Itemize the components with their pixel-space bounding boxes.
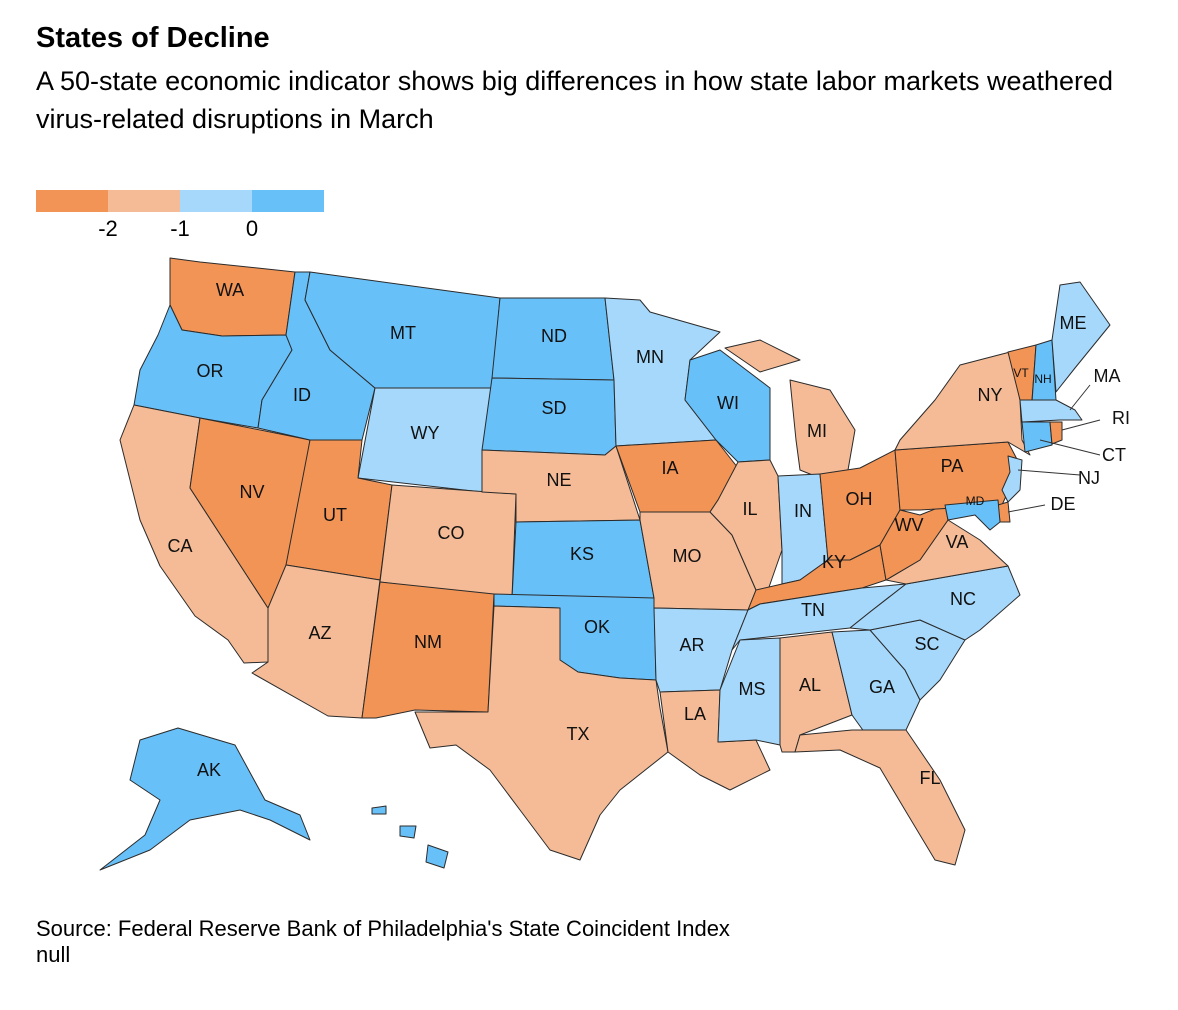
- state-label: VA: [946, 532, 969, 552]
- state-label: NE: [546, 470, 571, 490]
- state-label: LA: [684, 704, 706, 724]
- state-label: AK: [197, 760, 221, 780]
- state-label: NH: [1034, 372, 1051, 386]
- state-label: FL: [919, 768, 940, 788]
- state-label: WV: [895, 515, 924, 535]
- state-label: NY: [977, 385, 1002, 405]
- state-label: ID: [293, 385, 311, 405]
- legend-swatch: [108, 190, 180, 212]
- state-label: OK: [584, 617, 610, 637]
- state-label: IA: [661, 458, 678, 478]
- state-label: MN: [636, 347, 664, 367]
- state-label: CA: [167, 536, 192, 556]
- state-label: MD: [966, 494, 985, 508]
- state-label: MA: [1094, 366, 1121, 386]
- state-label: KS: [570, 544, 594, 564]
- source-note: Source: Federal Reserve Bank of Philadel…: [36, 916, 730, 968]
- leader-line: [1069, 384, 1091, 411]
- state-label: ME: [1060, 313, 1087, 333]
- state-CT: [1021, 421, 1053, 453]
- state-label: WI: [717, 393, 739, 413]
- state-label: SC: [914, 634, 939, 654]
- state-label: IL: [742, 499, 757, 519]
- state-label: ND: [541, 326, 567, 346]
- state-label: WY: [411, 423, 440, 443]
- state-NC: [849, 565, 1021, 641]
- leader-line: [1017, 469, 1081, 476]
- state-ME: [1051, 281, 1111, 393]
- state-label: MS: [739, 679, 766, 699]
- state-HI: [371, 805, 449, 869]
- legend-tick: 0: [245, 216, 259, 241]
- state-label: SD: [541, 398, 566, 418]
- footnote-text: null: [36, 942, 71, 967]
- source-text: Source: Federal Reserve Bank of Philadel…: [36, 916, 730, 941]
- state-label: IN: [794, 501, 812, 521]
- state-label: MI: [807, 421, 827, 441]
- state-RI: [1049, 421, 1063, 445]
- legend-swatch: [252, 190, 324, 212]
- state-label: VT: [1013, 366, 1029, 380]
- state-label: OH: [846, 489, 873, 509]
- legend-tick: -1: [170, 216, 190, 241]
- leader-line: [1007, 504, 1046, 513]
- state-label: AR: [679, 635, 704, 655]
- legend-swatch: [180, 190, 252, 212]
- state-label: AZ: [308, 623, 331, 643]
- state-label: CO: [438, 523, 465, 543]
- state-label: PA: [941, 456, 964, 476]
- state-label: DE: [1050, 494, 1075, 514]
- legend-tick: -2: [98, 216, 118, 241]
- chart-subtitle: A 50-state economic indicator shows big …: [36, 66, 1114, 134]
- state-label: GA: [869, 677, 895, 697]
- state-FL: [794, 729, 966, 866]
- state-MD: [944, 499, 1001, 531]
- state-label: TX: [566, 724, 589, 744]
- state-label: UT: [323, 505, 347, 525]
- state-label: KY: [822, 552, 846, 572]
- state-label: NV: [239, 482, 264, 502]
- state-MA: [1019, 399, 1083, 423]
- state-label: WA: [216, 280, 244, 300]
- state-label: OR: [197, 361, 224, 381]
- state-TX: [414, 605, 669, 861]
- chart-title: States of Decline: [36, 22, 270, 54]
- state-label: MT: [390, 323, 416, 343]
- state-label: MO: [673, 546, 702, 566]
- legend-swatch: [36, 190, 108, 212]
- state-label: AL: [799, 675, 821, 695]
- leader-line: [1039, 439, 1101, 456]
- state-AK: [99, 727, 311, 871]
- state-label: TN: [801, 600, 825, 620]
- state-PA: [894, 441, 1021, 511]
- state-label: RI: [1112, 408, 1130, 428]
- state-label: NC: [950, 589, 976, 609]
- state-NY: [894, 351, 1031, 456]
- state-label: NJ: [1078, 468, 1100, 488]
- state-label: NM: [414, 632, 442, 652]
- state-label: CT: [1102, 445, 1126, 465]
- leader-line: [1061, 419, 1101, 431]
